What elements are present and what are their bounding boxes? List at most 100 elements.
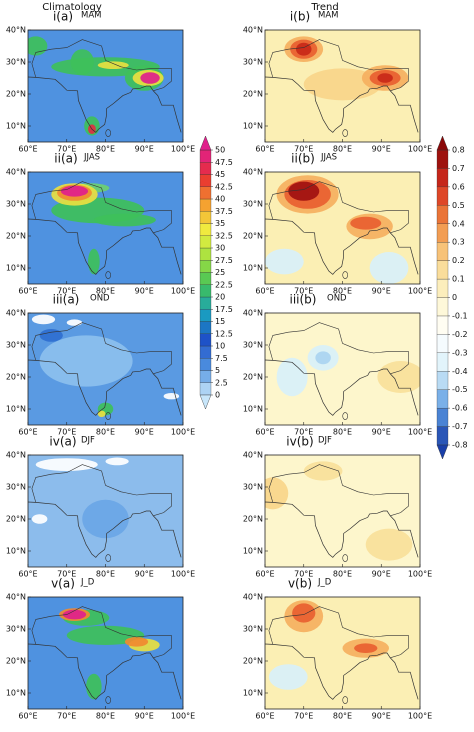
colorbar-segment [436,407,449,427]
map-panel [265,172,420,284]
lon-label: 90°E [372,428,391,437]
lon-label: 60°E [255,287,274,296]
border [268,39,409,92]
column-title: Climatology [42,2,102,13]
colorbar-segment [199,370,212,383]
colorbar-label: 37.5 [215,207,233,216]
lon-label: 60°E [255,570,274,579]
coastline [28,501,182,558]
colorbar-label: -0.6 [452,404,468,413]
colorbar-label: 0.4 [452,219,465,228]
lat-label: 40°N [243,168,263,177]
colorbar-label: 2.5 [215,378,228,387]
colorbar-label: -0.4 [452,367,468,376]
lat-label: 30°N [243,625,263,634]
lat-label: 20°N [6,232,26,241]
colorbar-label: 0.8 [452,146,465,155]
border [268,606,409,659]
lat-label: 30°N [243,341,263,350]
lat-label: 40°N [243,309,263,318]
lat-label: 40°N [6,593,26,602]
map-panel [265,597,420,709]
colorbar-segment [199,260,212,273]
lat-label: 30°N [6,200,26,209]
colorbar-segment [199,223,212,236]
lon-label: 70°E [57,712,76,721]
lon-label: 80°E [333,287,352,296]
colorbar-segment [199,272,212,285]
season-label: DJF [81,436,95,446]
season-label: MAM [318,11,338,21]
map-panel [265,30,420,142]
lat-label: 20°N [6,90,26,99]
colorbar-label: 0.2 [452,256,465,265]
colorbar-segment [436,371,449,390]
lon-label: 70°E [294,145,313,154]
sri-lanka [105,271,112,279]
contour-region [377,361,420,393]
map-panel [265,313,420,425]
lon-label: 70°E [294,570,313,579]
contour-region [105,457,129,466]
colorbar-segment [436,297,449,317]
lat-label: 30°N [6,341,26,350]
colorbar-label: 0.6 [452,182,465,191]
lat-label: 40°N [243,593,263,602]
lon-label: 90°E [135,570,154,579]
contour-region [276,357,308,397]
colorbar-label: 32.5 [215,231,233,240]
colorbar-label: 12.5 [215,329,233,338]
sri-lanka [342,554,349,562]
colorbar-segment [199,198,212,212]
colorbar-label: 45 [215,170,225,179]
coastline [265,218,419,275]
colorbar-label: 35 [215,219,225,228]
lon-label: 100°E [171,287,195,296]
lon-label: 60°E [18,287,37,296]
colorbar-segment [199,382,212,396]
panel-label: iii(b) [290,293,317,307]
contour-region [163,393,180,400]
contour-region [292,603,316,623]
colorbar-segment [436,149,449,169]
lon-label: 70°E [294,428,313,437]
colorbar-segment [436,389,449,409]
contour-region [35,458,98,471]
colorbar-segment [436,223,449,243]
lat-label: 20°N [6,515,26,524]
coastline [265,501,419,558]
contour-region [350,216,382,230]
colorbar-label: -0.3 [452,348,468,357]
contour-region [62,609,87,620]
lon-label: 100°E [408,145,432,154]
contour-region [124,637,149,647]
contour-region [88,248,100,275]
colorbar-segment [436,315,449,335]
season-label: J_D [80,578,95,588]
lat-label: 10°N [243,405,263,414]
colorbar-segment [199,345,212,359]
season-label: MAM [81,11,101,21]
lon-label: 60°E [18,712,37,721]
lat-label: 30°N [6,483,26,492]
map-panel [265,455,420,567]
lat-label: 20°N [243,657,263,666]
sri-lanka [342,412,349,420]
colorbar-label: 50 [215,146,225,155]
contour-region [369,252,409,284]
panel-label: iii(a) [53,293,80,307]
colorbar-label: 0 [452,293,457,302]
season-label: DJF [318,436,332,446]
sri-lanka [342,271,349,279]
lon-label: 100°E [408,712,432,721]
lon-label: 90°E [135,712,154,721]
contour-region [265,248,304,275]
contour-region [66,625,145,646]
lat-label: 40°N [6,26,26,35]
colorbar-extend [199,394,212,410]
map-panel [28,172,183,284]
lon-label: 90°E [135,428,154,437]
contour-region [70,49,94,75]
contour-region [97,410,106,417]
